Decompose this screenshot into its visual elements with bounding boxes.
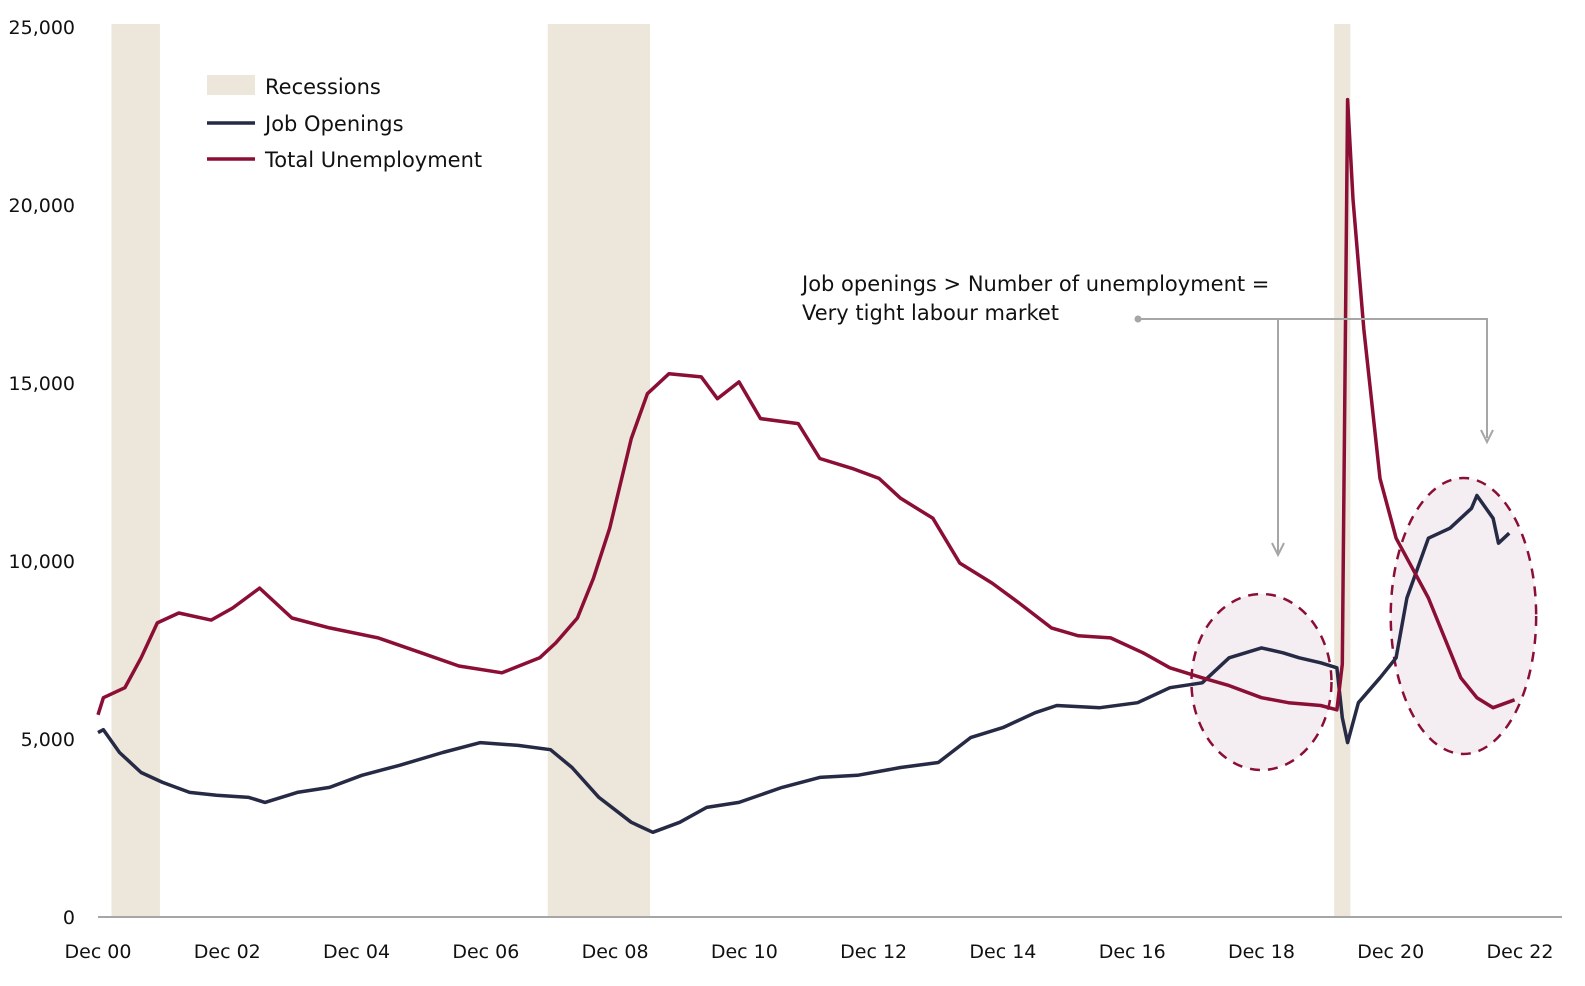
highlight-ellipses xyxy=(1190,476,1538,772)
x-tick-label: Dec 00 xyxy=(65,941,132,963)
x-tick-label: Dec 06 xyxy=(452,941,519,963)
recession-band xyxy=(111,24,160,917)
recession-bands xyxy=(111,24,1351,917)
x-tick-label: Dec 04 xyxy=(323,941,390,963)
x-axis: Dec 00 Dec 02 Dec 04 Dec 06 Dec 08 Dec 10 Dec … xyxy=(65,941,1554,963)
x-tick-label: Dec 10 xyxy=(711,941,778,963)
series-line-job-openings xyxy=(97,493,1511,835)
series-lines xyxy=(96,97,1516,835)
y-tick-label: 20,000 xyxy=(9,195,75,217)
y-axis: 0 5,000 10,000 15,000 20,000 25,000 xyxy=(9,17,75,929)
arrow-head-icon xyxy=(1271,542,1285,558)
x-tick-label: Dec 18 xyxy=(1228,941,1295,963)
series-line-total-unemployment xyxy=(96,97,1516,716)
recession-band xyxy=(547,24,651,917)
annotation-line1: Job openings > Number of unemployment = xyxy=(800,272,1269,296)
y-tick-label: 10,000 xyxy=(9,551,75,573)
highlight-ellipse xyxy=(1190,592,1333,772)
x-tick-label: Dec 14 xyxy=(969,941,1036,963)
y-tick-label: 15,000 xyxy=(9,373,75,395)
annotation-connector xyxy=(1138,318,1488,438)
x-tick-label: Dec 08 xyxy=(582,941,649,963)
x-tick-label: Dec 02 xyxy=(194,941,261,963)
legend: Recessions Job Openings Total Unemployme… xyxy=(207,75,482,172)
annotation-line2: Very tight labour market xyxy=(802,301,1059,325)
y-tick-label: 5,000 xyxy=(21,729,75,751)
legend-label-recessions: Recessions xyxy=(265,75,381,99)
arrow-head-icon xyxy=(1480,429,1494,445)
annotation: Job openings > Number of unemployment = … xyxy=(800,272,1494,558)
legend-label-unemployment: Total Unemployment xyxy=(264,148,482,172)
legend-swatch-recessions xyxy=(207,75,255,95)
legend-label-job-openings: Job Openings xyxy=(263,112,404,136)
x-tick-label: Dec 22 xyxy=(1487,941,1554,963)
y-tick-label: 25,000 xyxy=(9,17,75,39)
x-tick-label: Dec 16 xyxy=(1099,941,1166,963)
x-tick-label: Dec 12 xyxy=(840,941,907,963)
x-tick-label: Dec 20 xyxy=(1357,941,1424,963)
highlight-ellipse xyxy=(1389,476,1538,756)
y-tick-label: 0 xyxy=(63,907,75,929)
